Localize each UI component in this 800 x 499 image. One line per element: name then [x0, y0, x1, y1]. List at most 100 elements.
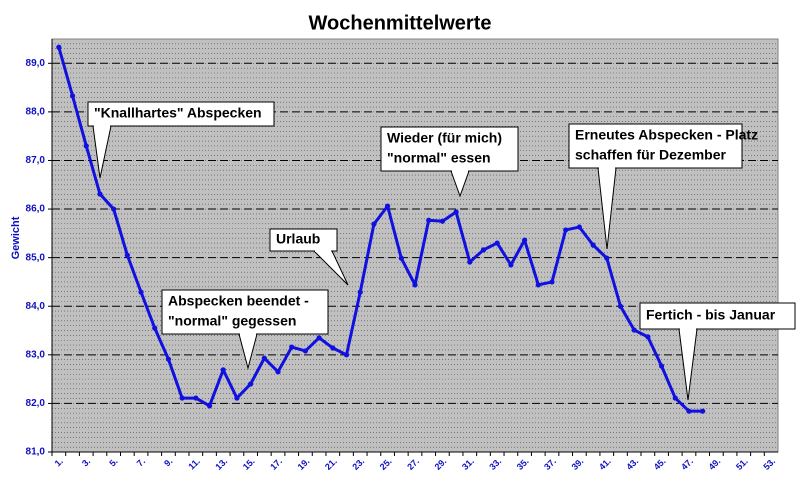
data-point	[700, 408, 706, 414]
y-tick-label: 85,0	[26, 252, 46, 263]
data-point	[56, 44, 62, 50]
data-point	[289, 344, 295, 350]
x-tick-label: 43.	[624, 456, 640, 472]
annotation-text: schaffen für Dezember	[575, 147, 726, 163]
data-point	[535, 282, 541, 288]
data-point	[220, 367, 226, 373]
data-point	[617, 303, 624, 309]
y-tick-label: 86,0	[26, 204, 46, 215]
data-point	[453, 209, 459, 215]
x-tick-label: 45.	[652, 456, 668, 472]
data-point	[316, 335, 322, 341]
x-tick-label: 29.	[433, 456, 449, 472]
x-tick-label: 33.	[487, 456, 503, 472]
x-tick-label: 17.	[268, 456, 284, 472]
data-point	[111, 206, 117, 212]
callout-box	[568, 123, 743, 169]
y-tick-label: 89,0	[26, 58, 46, 69]
x-tick-label: 9.	[162, 456, 174, 468]
data-point	[494, 240, 500, 246]
data-point	[480, 247, 487, 253]
data-point	[330, 345, 336, 351]
annotation-text: "normal" essen	[387, 150, 491, 166]
data-point	[672, 395, 678, 401]
x-tick-label: 53.	[761, 456, 777, 472]
x-tick-label: 15.	[241, 456, 257, 472]
data-point	[83, 143, 89, 149]
data-point	[302, 348, 309, 354]
data-point	[261, 355, 267, 361]
data-point	[343, 352, 350, 358]
series-line	[57, 46, 703, 413]
data-point	[426, 217, 432, 223]
x-tick-label: 19.	[296, 456, 312, 472]
y-tick-label: 81,0	[26, 447, 46, 458]
annotation-text: Fertich - bis Januar	[646, 307, 776, 323]
chart-title: Wochenmittelwerte	[309, 12, 492, 34]
data-point	[357, 289, 363, 295]
data-point	[398, 255, 404, 261]
data-point	[165, 356, 172, 362]
annotation-text: Abspecken beendet -	[168, 293, 309, 309]
data-point	[590, 242, 596, 248]
annotation-text: Erneutes Abspecken - Platz	[575, 127, 758, 143]
data-point	[275, 369, 281, 375]
data-point	[138, 289, 144, 295]
data-point	[604, 255, 610, 261]
data-point	[467, 259, 473, 265]
x-tick-label: 27.	[405, 456, 421, 472]
x-tick-label: 37.	[542, 456, 558, 472]
y-tick-label: 82,0	[26, 398, 46, 409]
data-point	[152, 325, 158, 331]
x-tick-label: 51.	[734, 456, 750, 472]
data-point	[385, 203, 391, 209]
x-tick-label: 13.	[213, 456, 229, 472]
y-tick-label: 87,0	[26, 155, 46, 166]
x-tick-label: 47.	[679, 456, 695, 472]
data-point	[645, 334, 651, 340]
y-axis-label: Gewicht	[10, 216, 22, 259]
data-point	[631, 327, 637, 333]
data-point	[658, 363, 665, 369]
y-tick-label: 83,0	[26, 349, 46, 360]
x-tick-label: 23.	[350, 456, 366, 472]
data-point	[248, 381, 254, 387]
x-tick-label: 1.	[53, 456, 65, 468]
callout-box	[380, 126, 519, 172]
plot-area	[51, 38, 779, 453]
data-point	[179, 395, 185, 401]
callout-box	[639, 302, 796, 330]
data-point	[576, 224, 582, 230]
data-point	[563, 227, 569, 233]
x-tick-label: 21.	[323, 456, 339, 472]
callout-box	[87, 101, 275, 127]
x-tick-label: 5.	[107, 456, 119, 468]
annotation-text: "Knallhartes" Abspecken	[94, 105, 262, 121]
x-tick-label: 31.	[460, 456, 476, 472]
data-point	[371, 221, 377, 227]
data-point	[439, 218, 445, 224]
data-point	[521, 237, 528, 243]
x-tick-label: 41.	[597, 456, 613, 472]
x-tick-label: 39.	[570, 456, 586, 472]
y-tick-label: 84,0	[26, 301, 46, 312]
data-point	[124, 252, 130, 258]
annotation-text: Urlaub	[276, 231, 320, 247]
x-tick-label: 49.	[707, 456, 723, 472]
annotation-text: "normal" gegessen	[168, 313, 296, 329]
data-point	[206, 403, 213, 409]
data-point	[97, 191, 103, 197]
callout-box	[269, 228, 338, 252]
x-tick-label: 7.	[135, 456, 147, 468]
data-point	[412, 282, 418, 288]
annotation-text: Wieder (für mich)	[387, 130, 502, 146]
x-tick-label: 11.	[186, 456, 202, 472]
data-point	[193, 395, 199, 401]
data-point	[686, 408, 692, 414]
data-point	[69, 93, 76, 99]
x-tick-label: 35.	[515, 456, 531, 472]
x-tick-label: 25.	[378, 456, 394, 472]
x-tick-label: 3.	[80, 456, 92, 468]
data-point	[234, 395, 240, 401]
